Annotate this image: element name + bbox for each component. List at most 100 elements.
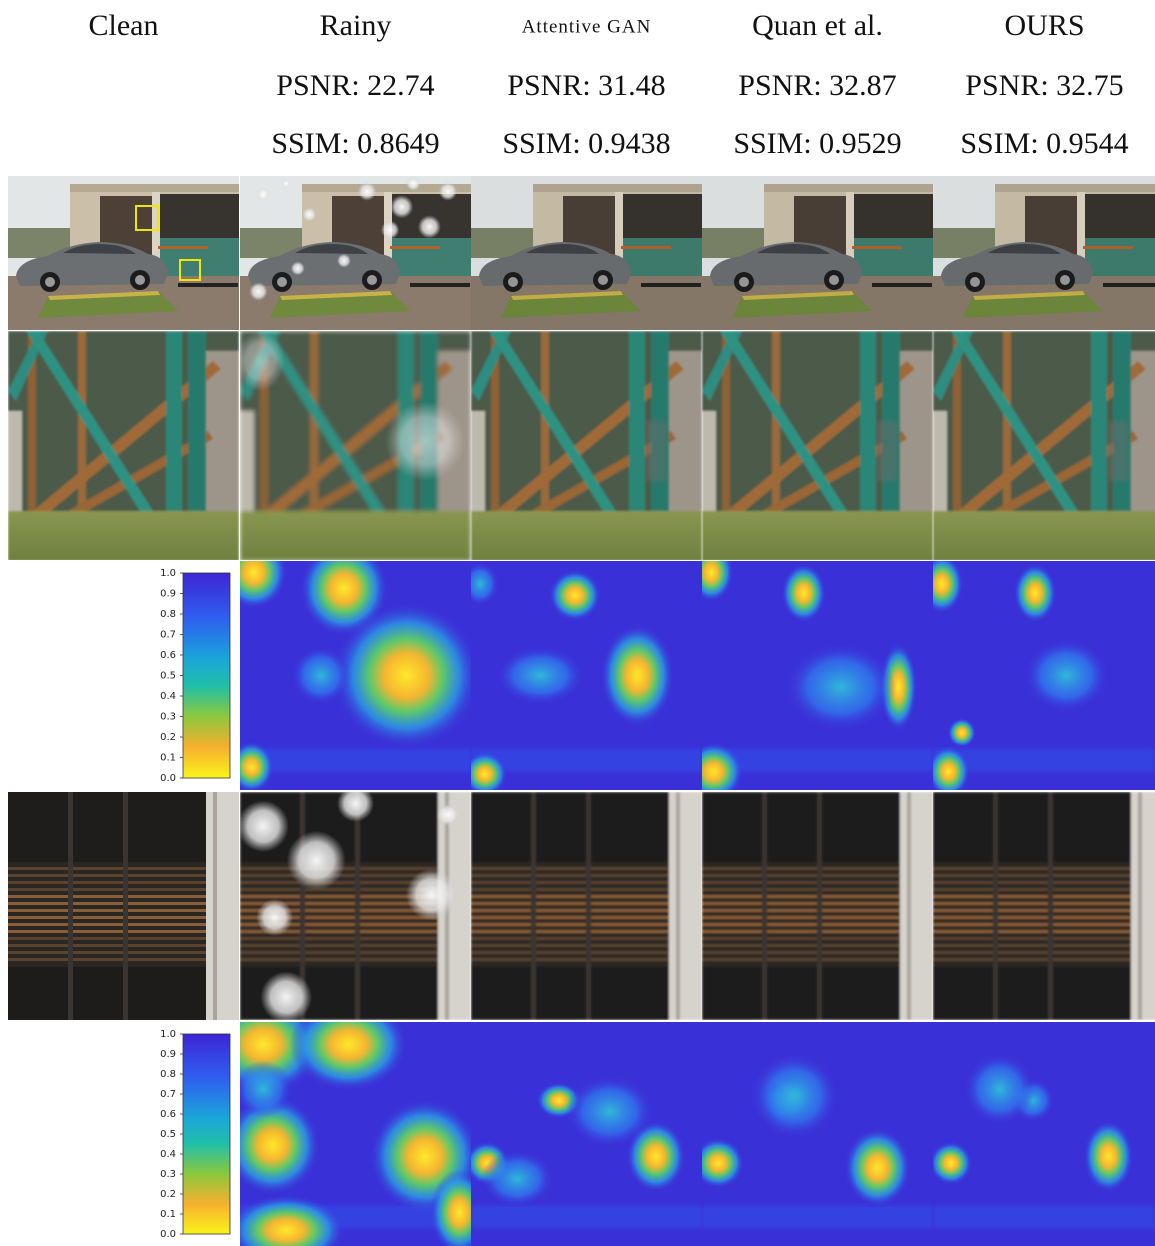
fence-crop: [702, 331, 933, 560]
colorbar-tick-label: 0.9: [160, 1049, 176, 1060]
heatmap-band: [240, 748, 471, 772]
colorbar-tick-label: 0.1: [160, 1209, 176, 1220]
heatmap-band: [702, 1205, 933, 1229]
raindrop: [390, 195, 414, 219]
raindrop: [249, 282, 268, 301]
colorbar-tick-label: 1.0: [160, 1029, 176, 1040]
fence: [702, 331, 933, 560]
fence: [471, 331, 702, 560]
ssim-label: SSIM: 0.9438: [502, 127, 670, 160]
louver-crop: [471, 792, 702, 1020]
restored-tint: [933, 176, 1155, 330]
fence-crop: [471, 331, 702, 560]
header: Clean Rainy PSNR: 22.74 SSIM: 0.8649 Attenti…: [89, 9, 1129, 160]
heatmap-band: [471, 748, 702, 772]
raindrop: [256, 187, 271, 202]
restored-tint: [471, 176, 702, 330]
heatmap-blob: [240, 561, 288, 610]
colorbar: [182, 1033, 231, 1235]
raindrop: [256, 898, 294, 936]
colorbar-tick-label: 1.0: [160, 568, 176, 579]
raindrop: [302, 207, 317, 222]
heatmap-blob: [332, 602, 471, 749]
raindrop: [385, 401, 465, 481]
error-heatmap: [933, 561, 1155, 790]
raindrop: [417, 215, 441, 239]
psnr-label: PSNR: 32.75: [965, 69, 1123, 102]
colorbar-panel: 1.0 0.9 0.8 0.7 0.6 0.5 0.4 0.3 0.2 0.1 0.0: [160, 568, 231, 784]
heatmap-blob: [240, 741, 274, 790]
heatmap-blob: [240, 1194, 346, 1246]
scene-image: [240, 176, 471, 330]
heatmap-blob: [1083, 1120, 1134, 1193]
error-heatmap: [471, 561, 702, 790]
heatmap-band: [471, 1205, 702, 1229]
heatmap-blob: [785, 642, 897, 731]
heatmap-band: [933, 748, 1155, 772]
error-heatmap: [933, 1022, 1155, 1246]
colorbar-tick-label: 0.1: [160, 753, 176, 764]
raindrop: [438, 182, 458, 201]
louver-crop: [702, 792, 933, 1020]
raindrop: [357, 182, 377, 201]
restored-tint: [702, 176, 933, 330]
heatmap-blob: [240, 1095, 321, 1196]
heatmap-blob: [289, 1022, 408, 1091]
heatmap-blob: [240, 1060, 293, 1118]
raindrop: [405, 868, 458, 921]
raindrop: [290, 261, 305, 276]
heatmap-blob: [933, 561, 964, 614]
heatmap-blob: [750, 1052, 839, 1139]
heatmap-blob: [565, 1075, 654, 1148]
colorbar-tick-label: 0.9: [160, 589, 176, 600]
fence-crop: [8, 331, 239, 560]
heatmap-blob: [933, 1141, 973, 1185]
raindrop: [436, 803, 459, 826]
colorbar-tick-label: 0.6: [160, 1109, 176, 1120]
heatmap-blob: [471, 561, 499, 606]
fence: [8, 331, 239, 560]
heatmap-blob: [480, 1150, 555, 1208]
fence-crop: [933, 331, 1155, 560]
artifact: [646, 421, 666, 481]
psnr-label: PSNR: 31.48: [507, 69, 665, 102]
colorbar-tick-label: 0.8: [160, 1069, 176, 1080]
ssim-label: SSIM: 0.9529: [733, 127, 901, 160]
scene: [240, 176, 471, 330]
scene: [8, 176, 239, 330]
heatmap-blob: [702, 561, 734, 602]
heatmap-blob: [495, 646, 585, 705]
error-heatmap: [240, 1022, 471, 1246]
louver-crop: [933, 792, 1155, 1020]
colorbar-tick-label: 0.5: [160, 1129, 176, 1140]
raindrop: [240, 331, 285, 391]
colorbar-tick-label: 0.4: [160, 691, 176, 702]
colorbar-tick-label: 0.0: [160, 1229, 176, 1240]
scene-image: [471, 176, 702, 330]
heatmap-blob: [549, 569, 601, 621]
raindrop: [380, 220, 400, 240]
error-heatmap: [471, 1022, 702, 1246]
heatmap-blob: [702, 1138, 745, 1189]
zoom-box: [135, 205, 159, 231]
error-heatmap: [702, 1022, 933, 1246]
raindrop: [240, 800, 289, 853]
column-title: Quan et al.: [752, 9, 883, 42]
louver-crop: [240, 792, 471, 1020]
colorbar-tick-label: 0.6: [160, 650, 176, 661]
scene-image: [8, 176, 239, 330]
colorbar-tick-label: 0.0: [160, 773, 176, 784]
louver: [471, 792, 702, 1020]
scene-image: [933, 176, 1155, 330]
colorbar-panel: 1.0 0.9 0.8 0.7 0.6 0.5 0.4 0.3 0.2 0.1 0.0: [160, 1029, 231, 1240]
colorbar-tick-label: 0.2: [160, 732, 176, 743]
zoom-box: [179, 259, 201, 281]
fence-crop: [240, 331, 471, 560]
heatmap-blob: [626, 1120, 686, 1193]
column-title: OURS: [1004, 9, 1084, 42]
heatmap-blob: [291, 646, 351, 705]
column-title: Attentive GAN: [522, 16, 652, 37]
louver: [8, 792, 239, 1020]
